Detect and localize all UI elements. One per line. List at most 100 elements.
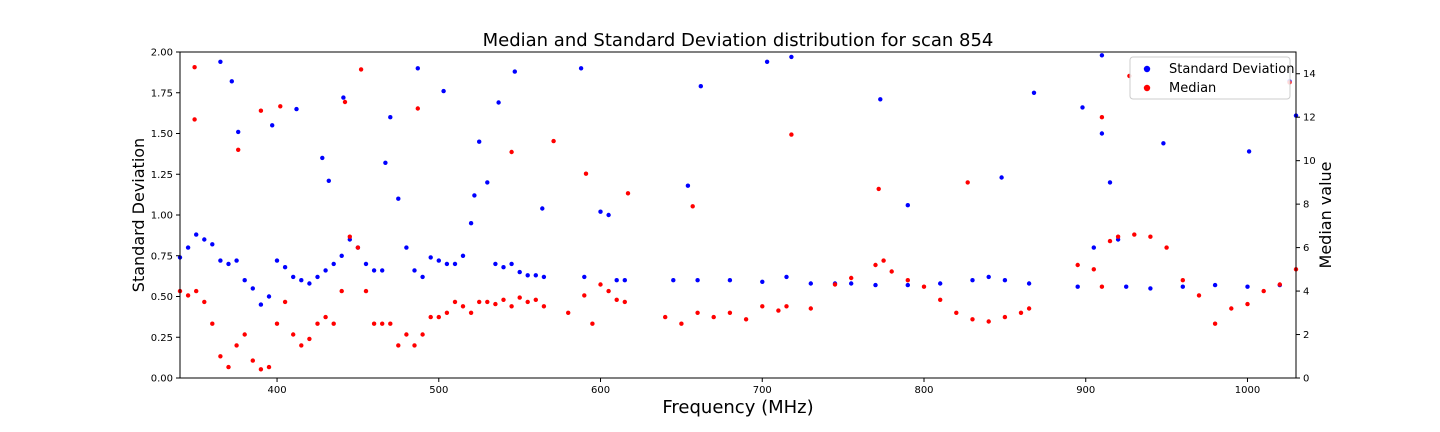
std-point bbox=[501, 265, 506, 270]
std-point bbox=[509, 261, 514, 267]
legend-marker-median bbox=[1143, 84, 1151, 92]
std-point bbox=[331, 261, 336, 267]
std-point bbox=[229, 79, 234, 84]
y-left-tick-label: 0.75 bbox=[151, 251, 173, 262]
std-point bbox=[1245, 284, 1250, 289]
median-point bbox=[727, 310, 733, 315]
median-point bbox=[1091, 267, 1097, 272]
std-point bbox=[242, 278, 247, 283]
median-point bbox=[226, 364, 231, 370]
std-point bbox=[404, 245, 409, 250]
median-point bbox=[192, 65, 197, 70]
std-point bbox=[1148, 286, 1153, 291]
median-point bbox=[517, 295, 522, 300]
std-point bbox=[218, 258, 223, 263]
std-point bbox=[270, 123, 275, 128]
median-point bbox=[776, 308, 781, 313]
std-point bbox=[294, 106, 299, 112]
median-point bbox=[242, 332, 247, 337]
median-point bbox=[583, 171, 589, 176]
median-point bbox=[938, 297, 943, 302]
median-point bbox=[1212, 321, 1218, 326]
std-point bbox=[671, 278, 676, 283]
legend-label-std: Standard Deviation bbox=[1169, 62, 1294, 77]
median-point bbox=[1026, 306, 1032, 311]
std-point bbox=[525, 273, 530, 278]
std-point bbox=[970, 278, 975, 283]
median-point bbox=[784, 304, 789, 309]
median-point bbox=[274, 321, 280, 326]
median-point bbox=[307, 336, 312, 342]
median-point bbox=[881, 258, 886, 263]
median-point bbox=[477, 299, 482, 305]
median-point bbox=[695, 310, 700, 315]
legend-marker-std bbox=[1143, 65, 1151, 73]
y-right-axis-label: Median value bbox=[1316, 162, 1335, 269]
std-point bbox=[873, 282, 878, 288]
median-point bbox=[743, 317, 749, 322]
median-point bbox=[258, 108, 264, 113]
std-point bbox=[999, 175, 1004, 180]
std-point bbox=[194, 232, 199, 237]
median-point bbox=[832, 282, 838, 287]
median-point bbox=[965, 180, 970, 185]
std-point bbox=[789, 54, 794, 60]
std-point bbox=[1075, 284, 1080, 289]
median-point bbox=[380, 321, 385, 326]
y-right-tick-label: 2 bbox=[1303, 330, 1309, 341]
median-point bbox=[873, 262, 878, 268]
median-point bbox=[1075, 262, 1080, 268]
median-point bbox=[258, 367, 264, 372]
std-point bbox=[202, 237, 207, 242]
median-point bbox=[590, 321, 595, 326]
median-point bbox=[598, 282, 603, 287]
std-point bbox=[1124, 284, 1129, 289]
std-point bbox=[1161, 141, 1166, 146]
median-point bbox=[1115, 234, 1121, 239]
x-tick-label: 800 bbox=[914, 385, 933, 396]
std-point bbox=[1080, 105, 1085, 110]
std-point bbox=[1031, 90, 1037, 96]
std-point bbox=[512, 69, 517, 74]
std-point bbox=[412, 268, 417, 273]
std-point bbox=[420, 274, 425, 280]
std-point bbox=[614, 278, 619, 283]
std-point bbox=[363, 261, 369, 267]
median-point bbox=[525, 299, 530, 305]
median-point bbox=[970, 317, 975, 322]
median-point bbox=[315, 321, 320, 326]
median-point bbox=[986, 319, 991, 324]
x-axis-ticks: 400 500 600 700 800 900 1000 bbox=[267, 378, 1260, 396]
median-point bbox=[194, 288, 199, 294]
std-point bbox=[764, 59, 770, 64]
std-point bbox=[299, 278, 304, 283]
median-point bbox=[404, 332, 409, 337]
median-point bbox=[452, 299, 458, 305]
std-point bbox=[578, 66, 584, 71]
std-point bbox=[236, 129, 241, 135]
median-point bbox=[954, 310, 959, 315]
std-point bbox=[460, 253, 466, 258]
std-point bbox=[496, 100, 501, 105]
std-point bbox=[598, 209, 603, 214]
std-point bbox=[274, 258, 280, 263]
median-point bbox=[921, 284, 927, 289]
std-point bbox=[477, 139, 482, 144]
std-point bbox=[784, 274, 789, 280]
median-point bbox=[1180, 278, 1186, 283]
median-point bbox=[355, 245, 361, 250]
median-point bbox=[541, 304, 547, 309]
std-point bbox=[582, 274, 587, 280]
median-point bbox=[468, 310, 474, 315]
std-point bbox=[291, 274, 296, 280]
median-point bbox=[1107, 238, 1113, 244]
median-point bbox=[606, 288, 611, 294]
std-point bbox=[444, 261, 450, 267]
median-point bbox=[185, 293, 191, 298]
std-point bbox=[468, 221, 474, 226]
median-point bbox=[1099, 284, 1105, 289]
std-point bbox=[1246, 149, 1252, 154]
median-point bbox=[331, 321, 336, 326]
std-point bbox=[760, 279, 765, 284]
std-point bbox=[905, 203, 910, 208]
